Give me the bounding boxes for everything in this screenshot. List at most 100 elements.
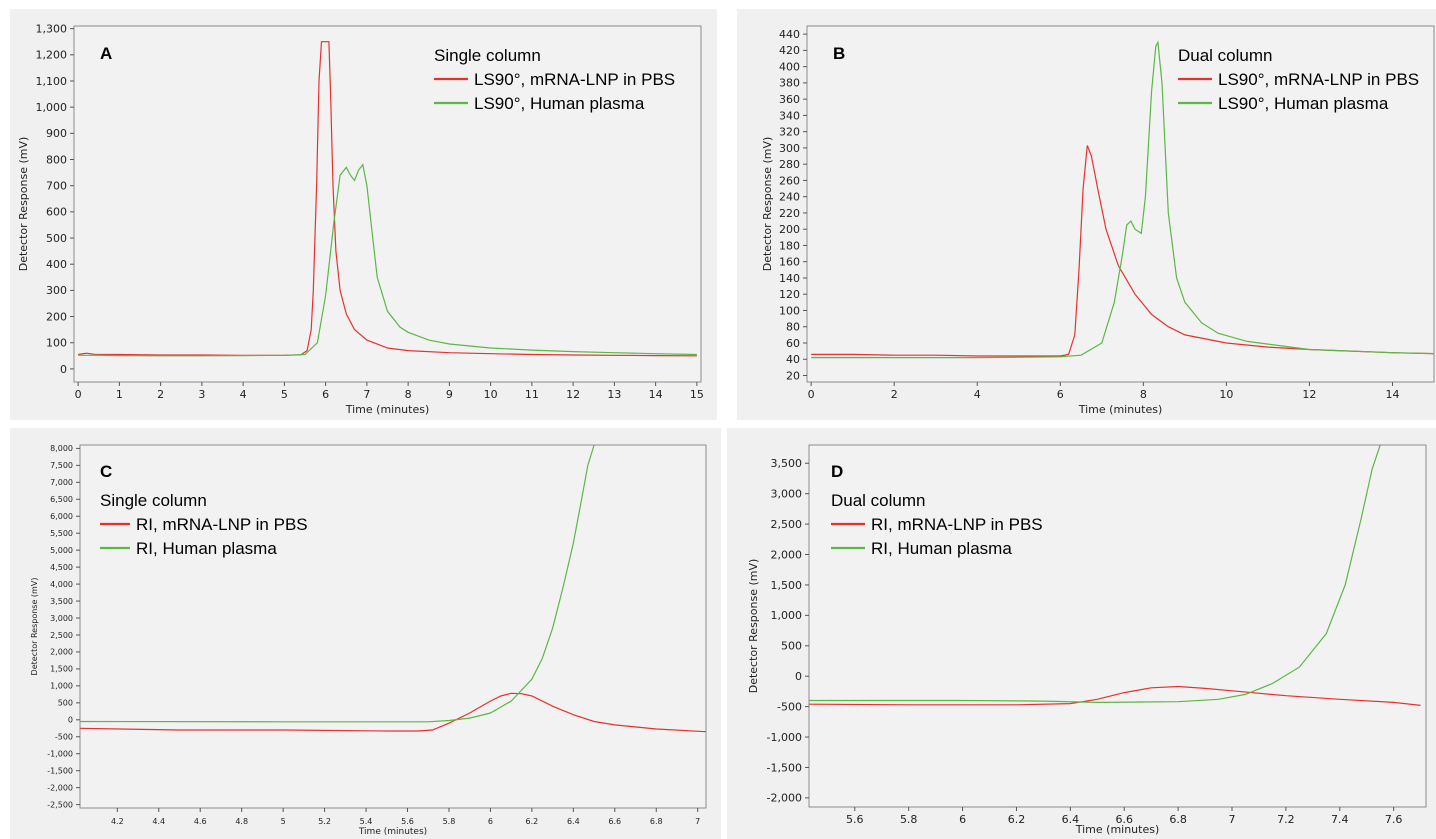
chart-panel-c: -2,500 -2,000 -1,500 -1,000 -500 0 500 1,000 1,5… <box>10 428 721 839</box>
x-tick-label: 6.8 <box>650 817 663 826</box>
y-tick-label: 20 <box>786 369 800 382</box>
x-tick-label: 6 <box>1057 388 1064 401</box>
y-tick-label: 5,000 <box>50 546 73 555</box>
y-tick-label: 500 <box>58 699 73 708</box>
x-tick-label: 0 <box>808 388 815 401</box>
y-tick-label: -1,500 <box>47 766 73 775</box>
y-tick-label: 280 <box>779 158 800 171</box>
y-tick-label: 40 <box>786 353 800 366</box>
x-tick-label: 5.2 <box>318 817 331 826</box>
x-tick-label: 6.2 <box>1008 813 1026 826</box>
y-tick-label: 3,000 <box>771 488 803 501</box>
series-line-human-plasma <box>809 445 1381 704</box>
y-tick-label: 6,500 <box>50 495 73 504</box>
y-tick-label: 1,000 <box>771 609 803 622</box>
plot-area-d <box>808 444 1427 808</box>
legend-title: Single column <box>434 46 541 65</box>
x-tick-label: 10 <box>1219 388 1233 401</box>
legend-title: Dual column <box>1178 46 1273 65</box>
x-tick-label: 6 <box>488 817 493 826</box>
y-tick-label: 120 <box>779 288 800 301</box>
legend-entry: LS90°, mRNA-LNP in PBS <box>1218 70 1419 89</box>
y-axis-title: Detector Response (mV) <box>747 559 760 694</box>
y-tick-label: 380 <box>779 77 800 90</box>
y-tick-label: 600 <box>46 206 67 219</box>
y-axis-title: Detector Response (mV) <box>17 137 30 272</box>
x-tick-label: 6.6 <box>608 817 621 826</box>
x-tick-label: 10 <box>484 388 498 401</box>
chart-panel-b: 20 40 60 80 100 120 140 160 180 200 220 240 260 280 30… <box>737 9 1436 420</box>
series-line-mrna-lnp <box>78 41 697 357</box>
x-tick-label: 2 <box>157 388 164 401</box>
y-tick-label: -1,000 <box>47 750 73 759</box>
plot-area-c <box>79 444 707 809</box>
y-tick-label: 400 <box>779 60 800 73</box>
y-tick-label: 320 <box>779 126 800 139</box>
x-tick-label: 15 <box>690 388 704 401</box>
legend-title: Dual column <box>831 491 926 510</box>
chart-b-svg: 2040608010012014016018020022024026028030… <box>761 25 1435 416</box>
y-axis-title: Detector Response (mV) <box>30 578 39 676</box>
y-tick-label: 420 <box>779 44 800 57</box>
legend-entry: LS90°, Human plasma <box>474 94 645 113</box>
x-tick-label: 11 <box>525 388 539 401</box>
series-line-mrna-lnp <box>811 145 1434 357</box>
y-tick-label: 400 <box>46 258 67 271</box>
x-tick-label: 5.4 <box>360 817 373 826</box>
y-tick-label: 0 <box>795 670 802 683</box>
x-axis-title: Time (minutes) <box>345 403 430 416</box>
y-tick-label: 2,500 <box>771 518 803 531</box>
series-line-mrna-lnp <box>809 685 1421 706</box>
y-tick-label: 800 <box>46 153 67 166</box>
y-tick-label: 1,500 <box>771 579 803 592</box>
y-axis-title: Detector Response (mV) <box>761 137 774 272</box>
x-tick-label: 3 <box>198 388 205 401</box>
series-line-human-plasma <box>78 163 697 357</box>
x-axis-title: Time (minutes) <box>358 827 427 837</box>
y-tick-label: 360 <box>779 93 800 106</box>
y-tick-label: 440 <box>779 28 800 41</box>
legend-entry: LS90°, mRNA-LNP in PBS <box>474 70 675 89</box>
x-tick-label: 5.8 <box>443 817 456 826</box>
y-tick-label: 1,300 <box>36 22 68 35</box>
y-tick-label: 2,000 <box>50 648 73 657</box>
x-tick-label: 7.6 <box>1385 813 1403 826</box>
y-tick-label: 60 <box>786 337 800 350</box>
y-tick-label: 220 <box>779 207 800 220</box>
y-tick-label: -2,000 <box>47 783 73 792</box>
chart-c-svg: -2,500 -2,000 -1,500 -1,000 -500 0 500 1,000 1,5… <box>30 444 707 837</box>
x-tick-label: 8 <box>405 388 412 401</box>
x-tick-label: 12 <box>566 388 580 401</box>
y-tick-label: 4,000 <box>50 580 73 589</box>
y-tick-label: 300 <box>779 142 800 155</box>
legend-entry: RI, Human plasma <box>136 539 277 558</box>
x-tick-label: 6.6 <box>1115 813 1133 826</box>
x-tick-label: 7 <box>363 388 370 401</box>
y-tick-label: -1,000 <box>767 731 802 744</box>
x-tick-label: 4.2 <box>111 817 124 826</box>
y-tick-label: 100 <box>779 304 800 317</box>
y-tick-label: 2,500 <box>50 631 73 640</box>
y-tick-label: 160 <box>779 256 800 269</box>
x-tick-label: 7 <box>1229 813 1236 826</box>
x-tick-label: 4 <box>240 388 247 401</box>
panel-letter-b: B <box>833 44 845 63</box>
y-tick-label: 1,000 <box>36 101 68 114</box>
y-tick-label: 100 <box>46 337 67 350</box>
x-tick-label: 5 <box>281 817 286 826</box>
y-tick-label: 260 <box>779 174 800 187</box>
plot-area-b <box>806 25 1435 383</box>
y-tick-label: 3,500 <box>50 597 73 606</box>
y-tick-label: 7,500 <box>50 461 73 470</box>
x-tick-label: 2 <box>891 388 898 401</box>
y-tick-label: 200 <box>46 310 67 323</box>
y-tick-label: -2,500 <box>47 800 73 809</box>
chart-d-svg: -2,000 -1,500 -1,000 -500 0 500 1,000 1,500 2,00… <box>747 444 1427 836</box>
chart-panel-a: 0 100 200 300 400 500 600 700 800 900 1,000 1,100 1,… <box>10 9 717 420</box>
x-tick-label: 6 <box>959 813 966 826</box>
y-tick-label: 1,100 <box>36 75 68 88</box>
y-tick-label: -500 <box>55 733 73 742</box>
y-tick-label: 200 <box>779 223 800 236</box>
x-tick-label: 7.4 <box>1331 813 1349 826</box>
x-tick-label: 13 <box>607 388 621 401</box>
